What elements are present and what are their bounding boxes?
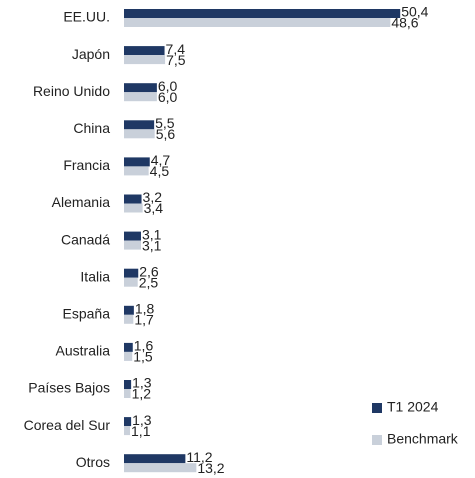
value-label: 5,6 (156, 126, 176, 142)
bar (124, 203, 143, 213)
value-label: 6,0 (158, 89, 178, 105)
category-label: Canadá (61, 231, 110, 247)
value-label: 7,5 (166, 52, 186, 68)
value-label: 7,4 (166, 41, 186, 57)
bar (124, 157, 150, 167)
bar (124, 277, 138, 287)
legend-swatch (372, 435, 382, 445)
value-label: 3,1 (142, 226, 162, 242)
category-label: Reino Unido (33, 83, 110, 99)
bar (124, 417, 132, 427)
bar (124, 240, 141, 250)
bar (124, 194, 142, 204)
category-label: China (73, 120, 110, 136)
category-label: Alemania (52, 194, 111, 210)
value-label: 3,1 (142, 237, 162, 253)
value-label: 3,2 (143, 189, 163, 205)
value-label: 1,3 (132, 412, 152, 428)
bar (124, 342, 133, 352)
value-label: 2,5 (139, 274, 159, 290)
bar (124, 83, 157, 93)
bar (124, 426, 131, 436)
bar (124, 166, 149, 176)
value-label: 5,5 (155, 115, 175, 131)
bar (124, 389, 131, 398)
category-label: Japón (72, 46, 110, 62)
bar (124, 351, 133, 361)
bar (124, 305, 134, 315)
category-label: Italia (80, 268, 110, 284)
value-label: 2,6 (139, 263, 159, 279)
value-label: 1,8 (135, 301, 155, 317)
bar (124, 55, 166, 65)
value-label: 48,6 (391, 15, 418, 31)
legend-label: Benchmark (387, 431, 459, 447)
bar (124, 314, 134, 324)
bar (124, 231, 141, 241)
category-label: Otros (76, 454, 110, 470)
value-label: 50,4 (401, 4, 428, 20)
bar (124, 268, 139, 278)
value-label: 3,4 (144, 200, 164, 216)
bar (124, 46, 165, 56)
bar (124, 129, 155, 139)
value-label: 1,7 (134, 312, 154, 328)
value-label: 1,2 (132, 386, 152, 402)
category-label: Francia (63, 157, 110, 173)
category-label: Países Bajos (28, 380, 110, 396)
bar (124, 9, 401, 18)
value-label: 1,3 (132, 375, 152, 391)
value-label: 1,5 (133, 349, 153, 365)
bar (124, 454, 186, 464)
value-label: 11,2 (186, 449, 212, 465)
bar (124, 18, 391, 27)
bar (124, 92, 157, 102)
value-label: 4,7 (151, 152, 171, 168)
value-label: 6,0 (158, 78, 178, 94)
legend-label: T1 2024 (387, 399, 439, 415)
value-label: 13,2 (197, 460, 224, 476)
category-label: EE.UU. (63, 9, 110, 25)
value-label: 1,1 (131, 423, 151, 439)
value-label: 4,5 (150, 163, 170, 179)
value-label: 1,6 (134, 338, 154, 354)
category-label: Corea del Sur (24, 417, 111, 433)
bar (124, 463, 197, 473)
legend-swatch (372, 403, 382, 413)
category-label: España (63, 306, 111, 322)
bar (124, 380, 132, 389)
bar (124, 120, 155, 130)
category-label: Australia (56, 343, 111, 359)
